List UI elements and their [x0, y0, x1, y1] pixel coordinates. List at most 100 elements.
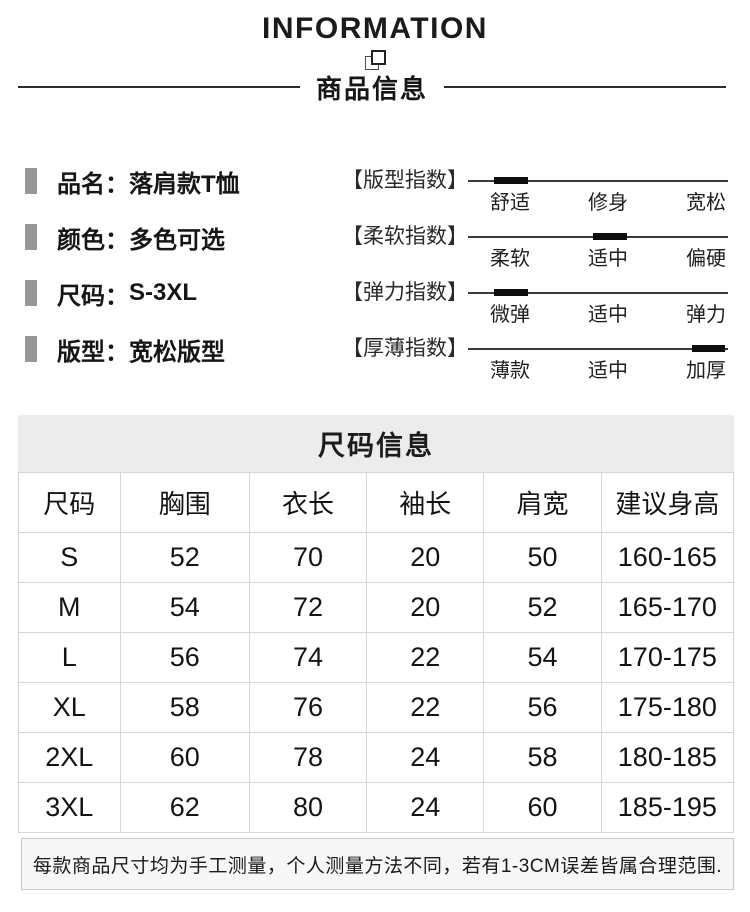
column-header: 建议身高 [600, 472, 735, 533]
scale-label: 偏硬 [686, 248, 726, 270]
table-cell: 2XL [18, 732, 121, 783]
size-table-section: 尺码信息 尺码 胸围 衣长 袖长 肩宽 建议身高 S 52 70 [18, 415, 735, 833]
scale-label: 加厚 [686, 360, 726, 382]
table-row: 3XL 62 80 24 60 185-195 [18, 782, 735, 833]
table-row: 2XL 60 78 24 58 180-185 [18, 732, 735, 783]
column-header: 尺码 [18, 472, 121, 533]
scale-labels: 柔软 适中 偏硬 [468, 238, 728, 271]
scale-label: 适中 [588, 248, 628, 270]
table-cell: 54 [119, 582, 250, 633]
table-cell: 24 [366, 782, 485, 833]
subtitle-left-rule [18, 86, 300, 88]
table-cell: XL [18, 682, 121, 733]
index-scale: 微弹 适中 弹力 [468, 278, 728, 327]
table-cell: 80 [248, 782, 368, 833]
table-cell: 50 [483, 532, 602, 583]
table-cell: 170-175 [600, 632, 735, 683]
index-title: 【版型指数】 [342, 169, 468, 192]
table-row: L 56 74 22 54 170-175 [18, 632, 735, 683]
scale-track [468, 345, 728, 352]
scale-label: 适中 [588, 304, 628, 326]
subtitle-row: 商品信息 [0, 72, 750, 104]
attribute-name: 品名： 落肩款T恤 [25, 166, 342, 198]
page-title: INFORMATION [262, 12, 488, 45]
table-cell: 22 [366, 632, 485, 683]
attribute-value: 落肩款T恤 [129, 170, 240, 198]
table-cell: 74 [248, 632, 368, 683]
measurement-note: 每款商品尺寸均为手工测量，个人测量方法不同，若有1-3CM误差皆属合理范围. [21, 838, 734, 890]
bullet-bar-icon [25, 336, 37, 362]
scale-mark [592, 233, 627, 240]
scale-label: 修身 [588, 192, 628, 214]
scale-label: 柔软 [490, 248, 530, 270]
attribute-value: 多色可选 [129, 226, 225, 254]
index-scale: 舒适 修身 宽松 [468, 166, 728, 215]
scale-label: 适中 [588, 360, 628, 382]
product-info-section: 品名： 落肩款T恤 【版型指数】 舒适 修身 宽松 颜色： 多色可选 [0, 166, 750, 390]
table-cell: 165-170 [600, 582, 735, 633]
table-cell: 62 [119, 782, 250, 833]
table-cell: 52 [483, 582, 602, 633]
table-cell: 72 [248, 582, 368, 633]
page-header: INFORMATION 商品信息 [0, 0, 750, 104]
index-title: 【弹力指数】 [342, 281, 468, 304]
index-scale: 薄款 适中 加厚 [468, 334, 728, 383]
scale-label: 宽松 [686, 192, 726, 214]
table-cell: 20 [366, 582, 485, 633]
column-header: 胸围 [119, 472, 250, 533]
product-attribute-row: 品名： 落肩款T恤 【版型指数】 舒适 修身 宽松 [0, 166, 750, 222]
index-title: 【柔软指数】 [342, 225, 468, 248]
scale-mark [494, 289, 528, 296]
scale-mark [691, 345, 726, 352]
table-cell: 58 [119, 682, 250, 733]
product-attribute-row: 版型： 宽松版型 【厚薄指数】 薄款 适中 加厚 [0, 334, 750, 390]
scale-labels: 舒适 修身 宽松 [468, 182, 728, 215]
page-subtitle: 商品信息 [316, 73, 429, 104]
attribute-value: 宽松版型 [129, 338, 225, 366]
table-cell: 56 [119, 632, 250, 683]
table-cell: 180-185 [600, 732, 735, 783]
table-cell: 60 [483, 782, 602, 833]
scale-track [468, 289, 728, 296]
table-cell: S [18, 532, 121, 583]
product-attribute-row: 颜色： 多色可选 【柔软指数】 柔软 适中 偏硬 [0, 222, 750, 278]
attribute-label: 颜色： [57, 226, 129, 254]
size-table-title: 尺码信息 [18, 415, 734, 472]
attribute-label: 品名： [57, 170, 129, 198]
table-cell: 78 [248, 732, 368, 783]
subtitle-right-rule [444, 86, 727, 88]
table-cell: 76 [248, 682, 368, 733]
copy-icon-front-square [371, 50, 386, 65]
table-cell: 70 [248, 532, 368, 583]
table-cell: 160-165 [600, 532, 735, 583]
table-cell: 52 [119, 532, 250, 583]
scale-label: 舒适 [490, 192, 530, 214]
column-header: 衣长 [248, 472, 368, 533]
column-header: 袖长 [366, 472, 485, 533]
table-cell: 3XL [18, 782, 121, 833]
table-cell: 54 [483, 632, 602, 683]
table-row: M 54 72 20 52 165-170 [18, 582, 735, 633]
bullet-bar-icon [25, 168, 37, 194]
table-cell: 20 [366, 532, 485, 583]
table-cell: 60 [119, 732, 250, 783]
scale-label: 弹力 [686, 304, 726, 326]
attribute-name: 版型： 宽松版型 [25, 334, 342, 366]
table-cell: 185-195 [600, 782, 735, 833]
product-attribute-row: 尺码： S-3XL 【弹力指数】 微弹 适中 弹力 [0, 278, 750, 334]
scale-mark [494, 177, 528, 184]
table-cell: L [18, 632, 121, 683]
column-header: 肩宽 [483, 472, 602, 533]
table-cell: 175-180 [600, 682, 735, 733]
attribute-name: 尺码： S-3XL [25, 278, 342, 310]
attribute-label: 版型： [57, 338, 129, 366]
copy-icon [363, 48, 387, 72]
scale-track [468, 177, 728, 184]
bullet-bar-icon [25, 224, 37, 250]
scale-track [468, 233, 728, 240]
scale-labels: 薄款 适中 加厚 [468, 350, 728, 383]
attribute-label: 尺码： [57, 282, 129, 310]
scale-label: 薄款 [490, 360, 530, 382]
index-scale: 柔软 适中 偏硬 [468, 222, 728, 271]
